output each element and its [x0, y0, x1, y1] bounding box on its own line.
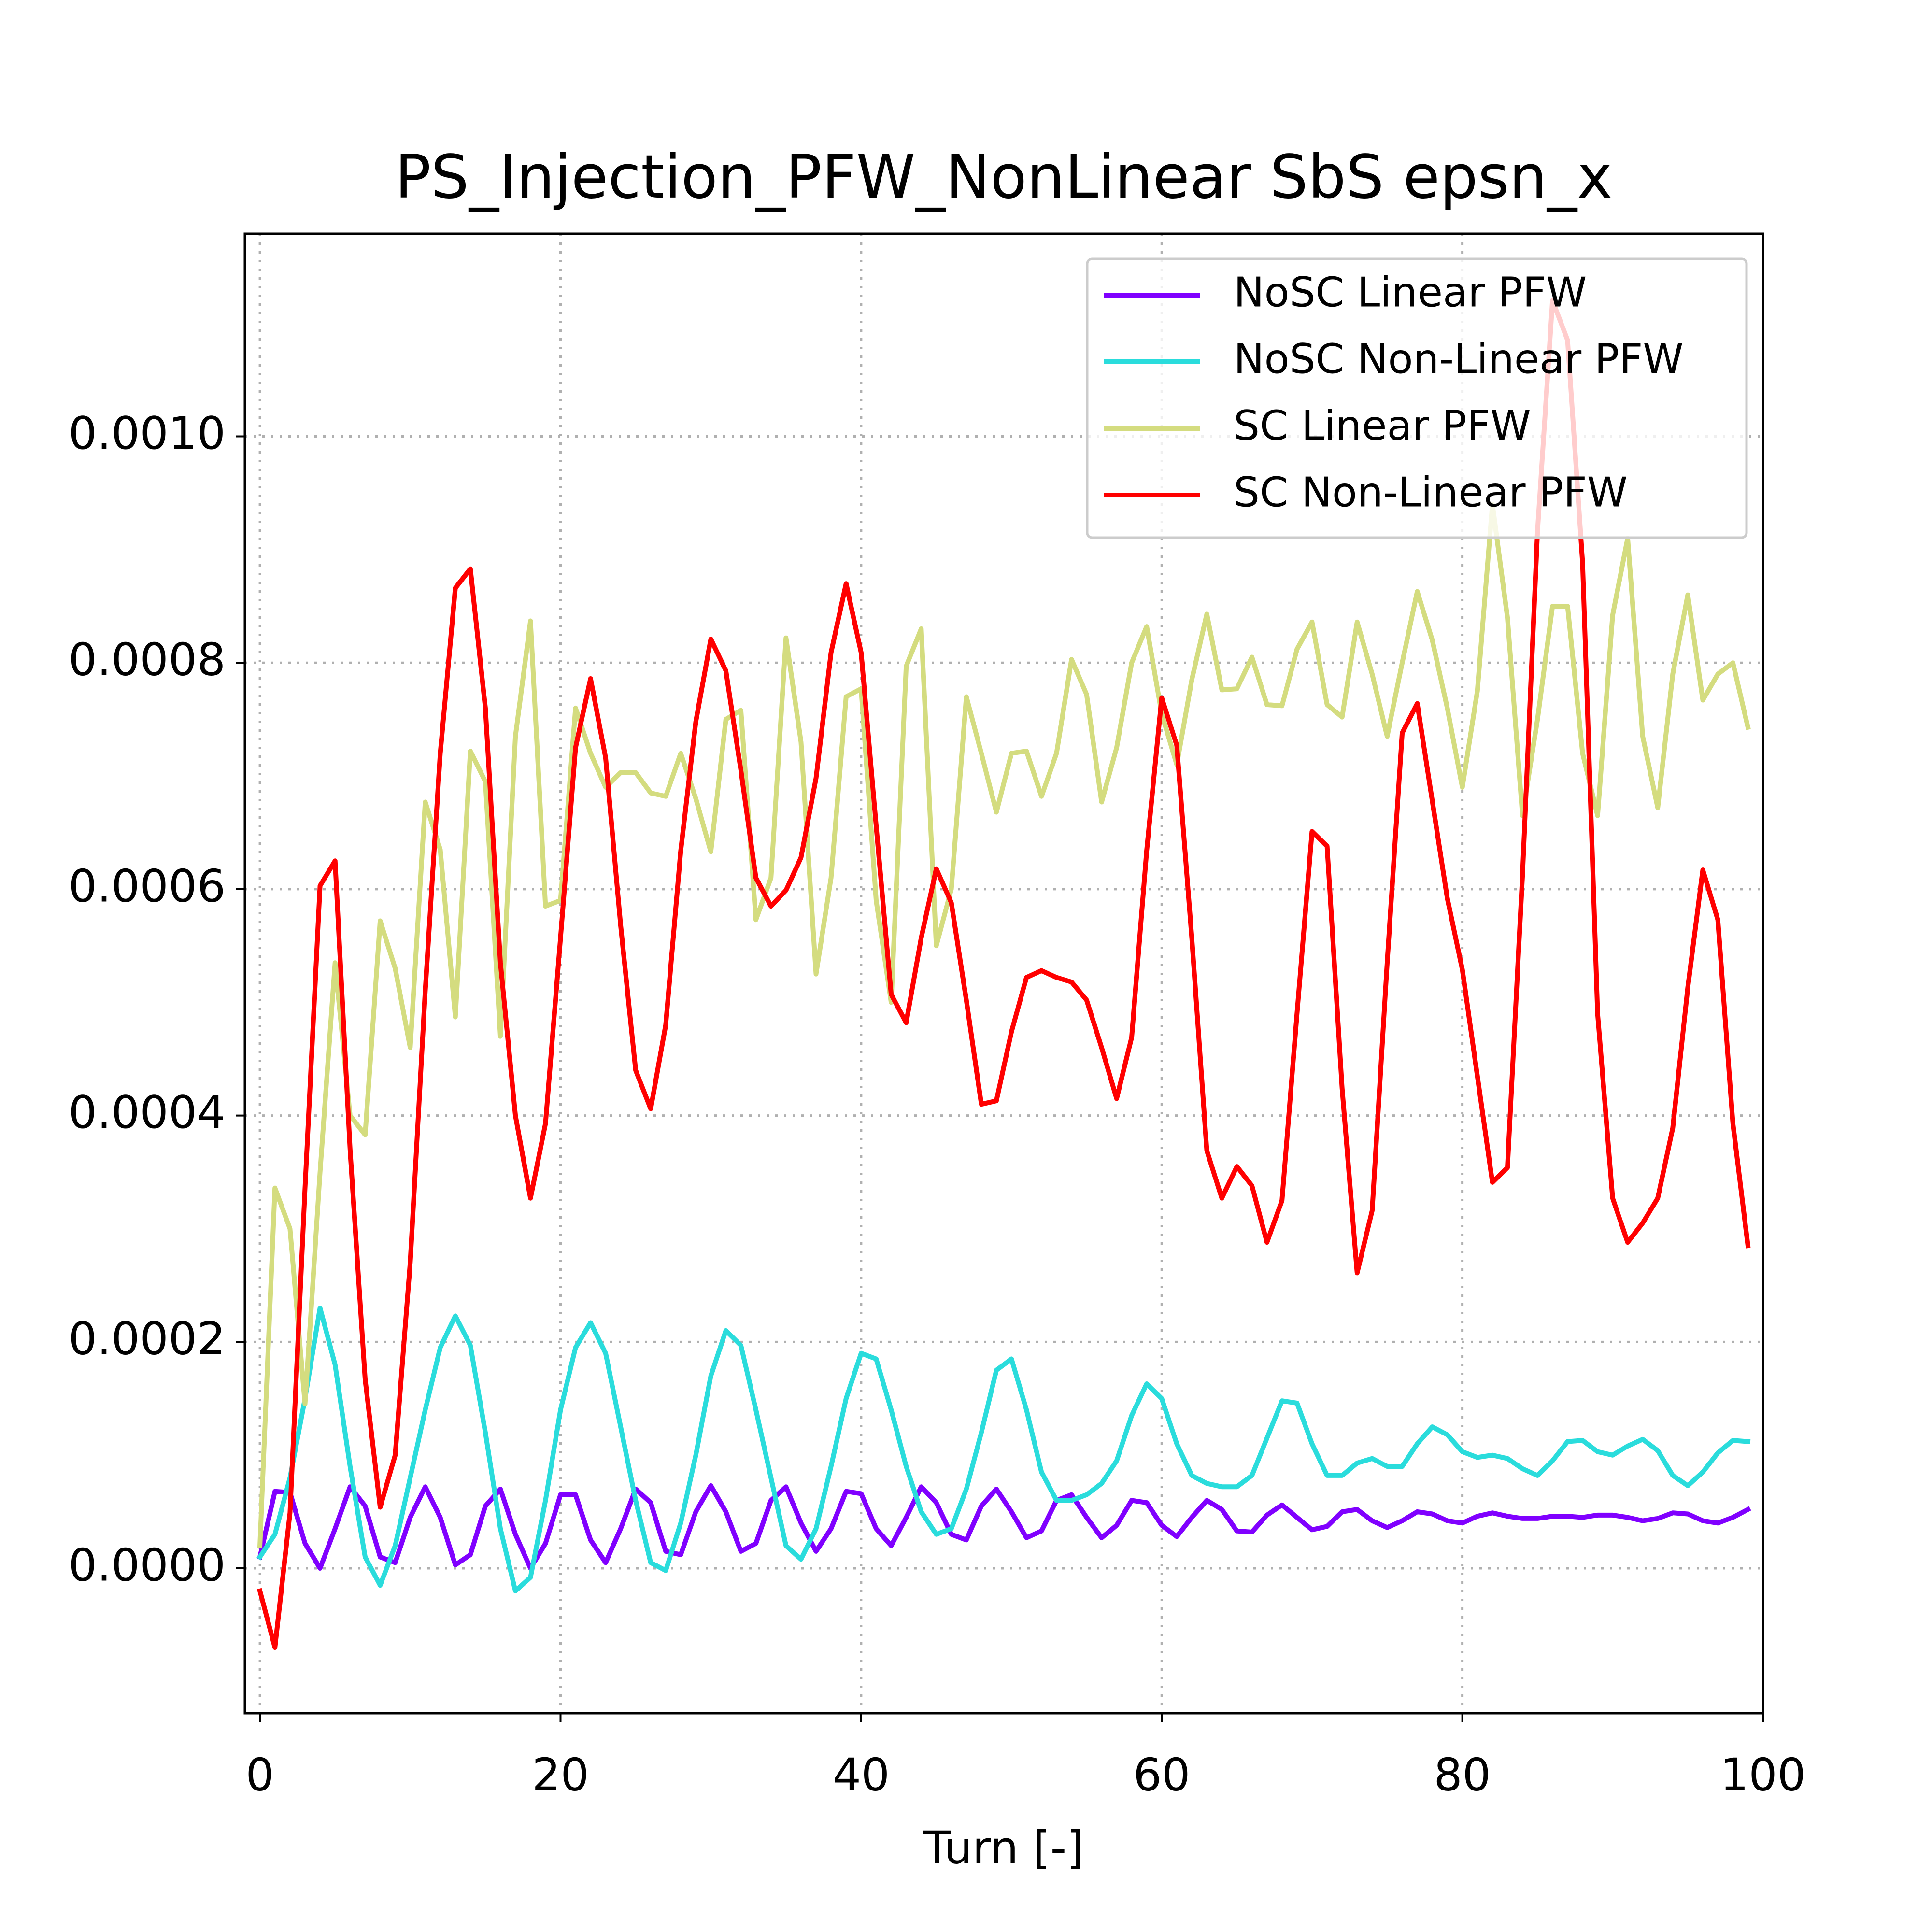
y-tick-label: 0.0008: [69, 634, 226, 686]
data-line: [256, 298, 1751, 1650]
x-tick-label: 100: [1720, 1748, 1806, 1801]
y-tick-label: 0.0004: [69, 1086, 226, 1138]
x-tick-label: 60: [1133, 1748, 1190, 1801]
legend-label: NoSC Non-Linear PFW: [1234, 335, 1683, 383]
y-tick-label: 0.0010: [69, 407, 226, 459]
chart-title: PS_Injection_PFW_NonLinear SbS epsn_x: [395, 142, 1613, 212]
data-line: [256, 1306, 1751, 1593]
y-tick-label: 0.0000: [69, 1539, 226, 1591]
legend-box: [1086, 257, 1748, 539]
legend-label: SC Non-Linear PFW: [1234, 469, 1628, 516]
legend-label: SC Linear PFW: [1234, 402, 1531, 450]
data-line: [257, 1483, 1751, 1571]
x-tick-label: 0: [246, 1748, 274, 1801]
legend-label: NoSC Linear PFW: [1234, 269, 1587, 316]
data-line: [257, 502, 1751, 1548]
x-tick-label: 80: [1434, 1748, 1491, 1801]
plot-frame: [243, 232, 1764, 1715]
x-tick-label: 40: [833, 1748, 890, 1801]
x-axis-label: Turn [-]: [923, 1821, 1084, 1874]
x-tick-label: 20: [532, 1748, 589, 1801]
y-tick-label: 0.0006: [69, 860, 226, 912]
y-tick-label: 0.0002: [69, 1313, 226, 1365]
